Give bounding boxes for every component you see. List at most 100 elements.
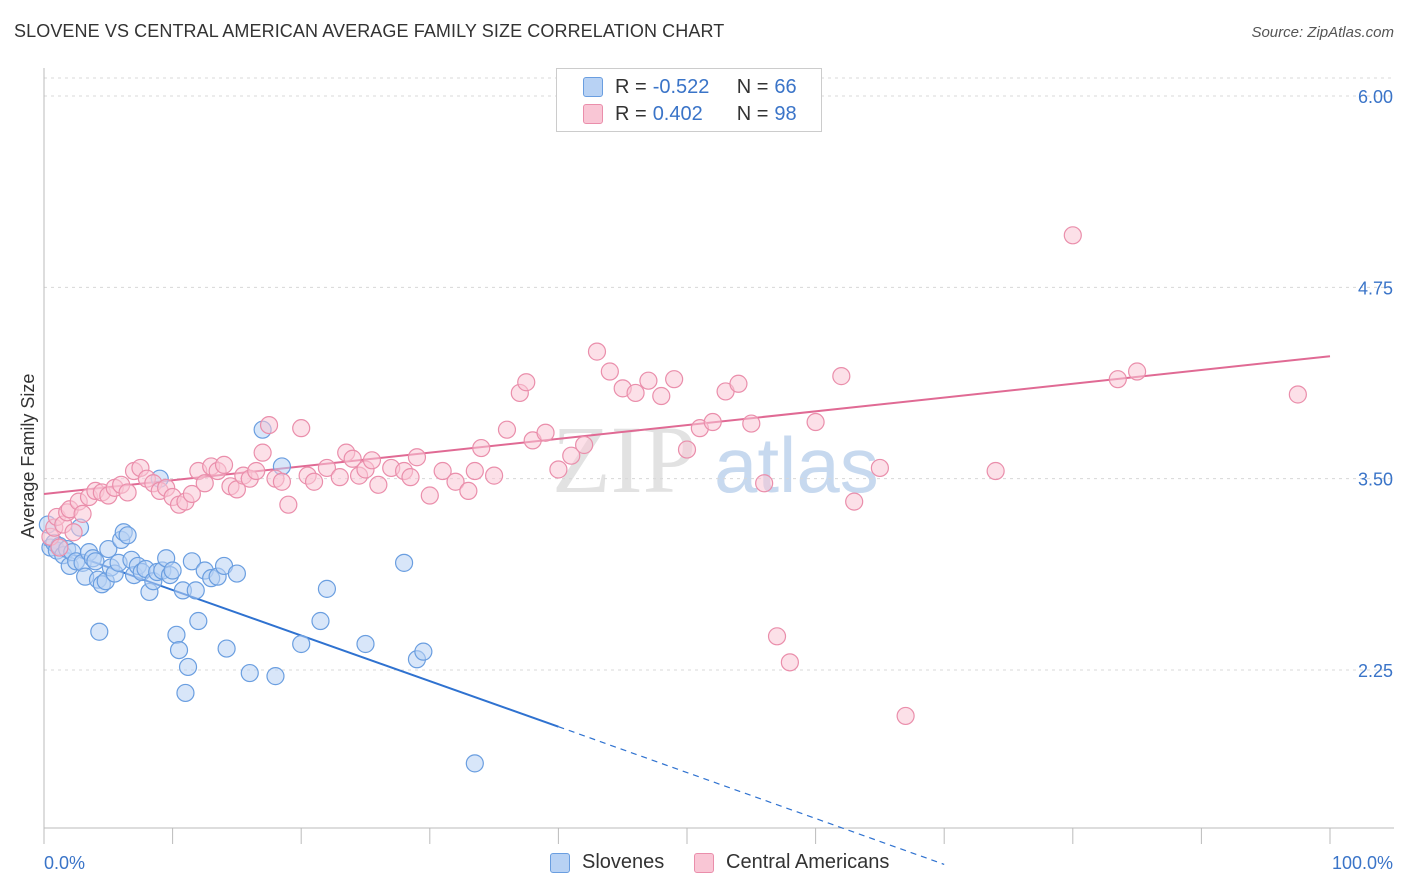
point-central-americans — [755, 474, 774, 493]
point-central-americans — [369, 475, 388, 494]
point-slovenes — [311, 611, 330, 631]
axis-labels: 2.25 3.50 4.75 6.00 0.0% 100.0% Average Family… — [18, 87, 1393, 873]
point-slovenes — [176, 683, 195, 703]
point-central-americans — [845, 492, 864, 511]
point-central-americans — [870, 458, 890, 478]
data-points — [38, 226, 1307, 773]
bottom-legend-label-slovenes: Slovenes — [582, 851, 665, 873]
point-slovenes — [414, 642, 433, 661]
legend-row-slovenes: R = -0.522 N = 66 — [583, 74, 797, 100]
legend: R = -0.522 N = 66 R = 0.402 N = 98 — [556, 68, 822, 132]
y-tick-label: 4.75 — [1358, 278, 1393, 298]
point-central-americans — [497, 420, 517, 439]
point-slovenes — [292, 634, 311, 654]
point-central-americans — [600, 362, 619, 381]
grid-lines — [44, 77, 1394, 671]
y-axis-label: Average Family Size — [18, 374, 38, 539]
point-slovenes — [99, 539, 118, 559]
point-central-americans — [272, 472, 292, 491]
point-central-americans — [587, 342, 607, 361]
point-central-americans — [729, 374, 748, 393]
point-central-americans — [214, 455, 234, 474]
point-central-americans — [433, 461, 452, 481]
point-central-americans — [465, 461, 484, 481]
bottom-legend-central-americans[interactable]: Central Americans — [694, 851, 889, 874]
point-central-americans — [1108, 370, 1127, 389]
point-central-americans — [652, 386, 671, 406]
point-slovenes — [240, 663, 259, 683]
point-central-americans — [562, 446, 581, 465]
point-central-americans — [401, 468, 420, 487]
point-central-americans — [742, 414, 761, 433]
point-central-americans — [247, 461, 266, 481]
point-central-americans — [73, 504, 92, 523]
point-central-americans — [459, 481, 478, 501]
point-central-americans — [259, 415, 279, 435]
point-central-americans — [806, 412, 825, 432]
point-central-americans — [575, 435, 594, 455]
y-tick-label: 3.50 — [1358, 470, 1393, 490]
point-central-americans — [343, 449, 362, 468]
point-slovenes — [169, 641, 189, 660]
point-central-americans — [703, 412, 722, 432]
point-slovenes — [356, 634, 375, 654]
point-slovenes — [227, 564, 246, 583]
point-central-americans — [626, 383, 645, 403]
point-central-americans — [549, 460, 568, 479]
y-tick-label: 6.00 — [1358, 87, 1393, 107]
point-central-americans — [317, 458, 337, 478]
point-slovenes — [186, 581, 205, 600]
point-central-americans — [485, 466, 504, 485]
point-slovenes — [317, 579, 337, 598]
source-label: Source: ZipAtlas.com — [1251, 24, 1394, 41]
point-central-americans — [677, 440, 697, 459]
bottom-legend-label-central-americans: Central Americans — [726, 851, 890, 873]
point-central-americans — [639, 371, 658, 390]
point-central-americans — [446, 472, 465, 491]
point-slovenes — [465, 754, 484, 773]
trend-line-slovenes-extension — [558, 726, 945, 865]
y-tick-label: 2.25 — [1358, 661, 1393, 681]
point-central-americans — [195, 474, 214, 493]
legend-r-label: R = — [615, 102, 647, 125]
legend-r-label: R = — [615, 75, 647, 98]
point-central-americans — [64, 523, 83, 542]
point-central-americans — [420, 486, 439, 505]
point-central-americans — [304, 472, 324, 491]
point-central-americans — [517, 373, 536, 392]
legend-n-label: N = — [736, 102, 769, 125]
legend-n-value: 98 — [774, 102, 797, 125]
legend-r-value: -0.522 — [652, 75, 710, 98]
point-central-americans — [767, 627, 787, 646]
point-slovenes — [189, 611, 208, 631]
point-central-americans — [832, 367, 851, 386]
point-central-americans — [896, 706, 915, 726]
point-central-americans — [1127, 362, 1147, 381]
point-central-americans — [1063, 226, 1082, 245]
point-central-americans — [292, 419, 311, 438]
point-slovenes — [266, 667, 285, 686]
bottom-legend-swatch-central-americans — [694, 852, 714, 873]
point-central-americans — [1288, 385, 1307, 404]
point-central-americans — [536, 423, 555, 442]
point-slovenes — [90, 622, 109, 641]
point-central-americans — [986, 461, 1005, 481]
legend-swatch-slovenes — [583, 77, 603, 97]
point-central-americans — [665, 370, 684, 389]
point-slovenes — [86, 552, 105, 571]
point-central-americans — [182, 484, 201, 504]
point-slovenes — [118, 526, 137, 545]
legend-swatch-central-americans — [583, 104, 603, 124]
legend-n-label: N = — [736, 75, 769, 98]
point-central-americans — [330, 468, 349, 487]
point-central-americans — [118, 483, 137, 502]
legend-row-central-americans: R = 0.402 N = 98 — [583, 101, 797, 127]
x-tick-label-end: 100.0% — [1332, 853, 1393, 873]
point-central-americans — [472, 438, 491, 458]
point-slovenes — [178, 657, 198, 677]
bottom-legend-slovenes[interactable]: Slovenes — [550, 851, 664, 874]
point-central-americans — [780, 653, 799, 672]
point-slovenes — [182, 552, 201, 571]
point-slovenes — [217, 639, 236, 658]
